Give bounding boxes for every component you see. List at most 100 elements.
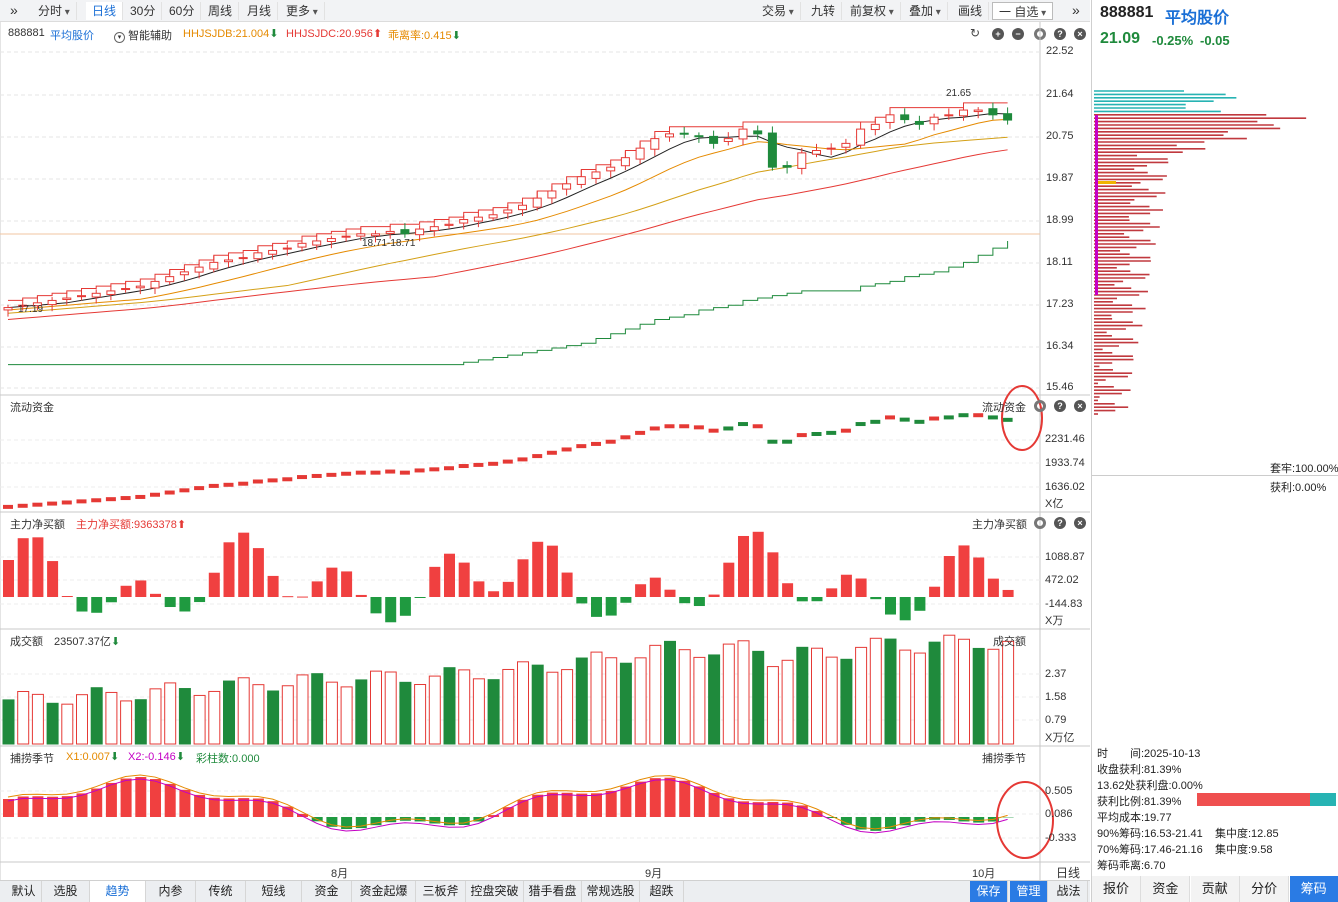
kline-chart-area[interactable] <box>0 0 1090 880</box>
net-bar <box>517 559 529 597</box>
strategy-tab[interactable]: 内参 <box>146 881 196 902</box>
candle-body <box>194 266 204 273</box>
close-icon[interactable]: × <box>1074 517 1086 529</box>
highlight-circle <box>1001 385 1043 451</box>
right-panel-tab[interactable]: 分价 <box>1240 876 1290 902</box>
chip-90-conc: 集中度:12.85 <box>1215 828 1279 840</box>
candle-body <box>47 299 57 306</box>
right-panel-tab[interactable]: 贡献 <box>1190 876 1240 902</box>
season-bar <box>3 799 14 817</box>
adjust-menu[interactable]: 前复权 <box>844 2 901 20</box>
season-pane-title-right: 捕捞季节 <box>982 753 1026 765</box>
quote-panel: 888881 平均股价 21.09 -0.25% -0.05 套牢:100.00… <box>1091 0 1338 902</box>
strategy-tab[interactable]: 猎手看盘 <box>524 881 582 902</box>
volume-bar <box>311 673 324 745</box>
tab-monthly[interactable]: 月线 <box>241 2 279 20</box>
volume-bar <box>869 637 882 745</box>
zoom-in-icon[interactable]: + <box>992 28 1004 40</box>
strategy-tab[interactable]: 常规选股 <box>582 881 640 902</box>
net-bar <box>811 597 823 602</box>
draw-line-button[interactable]: 画线 <box>952 2 990 20</box>
net-bar <box>473 581 485 597</box>
season-bar <box>723 798 735 817</box>
strategy-tab[interactable]: 趋势 <box>90 881 146 902</box>
strategy-tab[interactable]: 默认 <box>6 881 42 902</box>
help-icon[interactable]: ? <box>1054 400 1066 412</box>
candle-body <box>371 233 380 237</box>
nine-turn-button[interactable]: 九转 <box>805 2 843 20</box>
candle-body <box>723 138 733 142</box>
zoom-out-icon[interactable]: − <box>1012 28 1024 40</box>
net-tick: 1088.87 <box>1045 551 1085 563</box>
candle-body <box>650 138 660 150</box>
strategy-tab[interactable]: 超跌 <box>640 881 684 902</box>
chip-trapped: 套牢:100.00% <box>1270 463 1338 475</box>
season-bar <box>517 799 529 817</box>
candle-body <box>885 114 895 123</box>
volume-tick: 2.37 <box>1045 668 1067 680</box>
volume-bar <box>237 677 250 745</box>
watchlist-button[interactable]: 一 自选 <box>992 2 1054 20</box>
smart-assist-toggle[interactable]: ▾ 智能辅助 <box>114 27 172 43</box>
tab-intraday[interactable]: 分时 <box>32 2 77 20</box>
x1-label: X1:0.007⬇ <box>66 751 120 763</box>
net-bar <box>135 580 147 597</box>
tab-daily[interactable]: 日线 <box>86 2 124 20</box>
volume-bar <box>458 669 471 745</box>
right-panel-tab[interactable]: 报价 <box>1092 876 1141 902</box>
candle-body <box>179 271 189 276</box>
season-bar <box>120 778 132 817</box>
close-icon[interactable]: × <box>1074 400 1086 412</box>
strategy-tab[interactable]: 传统 <box>196 881 246 902</box>
candle-body <box>694 135 704 138</box>
gear-icon[interactable] <box>1034 517 1046 529</box>
more-menu[interactable]: 更多 <box>280 2 325 20</box>
strategy-tab[interactable]: 资金起爆 <box>352 881 416 902</box>
strategy-tab[interactable]: 选股 <box>42 881 90 902</box>
candle-body <box>782 165 792 168</box>
volume-bar <box>619 662 632 745</box>
candle-body <box>224 259 233 263</box>
action-button[interactable]: 管理 <box>1010 881 1048 902</box>
season-bar <box>179 789 191 817</box>
strategy-tab[interactable]: 控盘突破 <box>466 881 524 902</box>
volume-bar <box>90 687 103 745</box>
season-bar <box>370 817 382 826</box>
strategy-tab-bar: 默认 选股 趋势 内参 传统 短线 资金 资金起爆 三板斧 控盘突破 猎手看盘 常规选股 超跌 保存 管理战… <box>0 880 1090 902</box>
help-icon[interactable]: ? <box>1054 28 1066 40</box>
tab-30min[interactable]: 30分 <box>124 2 163 20</box>
net-bar <box>311 581 323 597</box>
strategy-tab[interactable]: 三板斧 <box>416 881 466 902</box>
volume-bar <box>46 702 59 745</box>
season-bar <box>91 788 103 817</box>
collapse-right-icon[interactable]: » <box>1072 2 1080 18</box>
strategy-tab[interactable]: 资金 <box>302 881 352 902</box>
season-bar <box>605 790 617 817</box>
candle-body <box>576 176 586 185</box>
right-panel-tab[interactable]: 筹码 <box>1289 876 1338 902</box>
tab-60min[interactable]: 60分 <box>163 2 202 20</box>
candle-body <box>973 109 983 113</box>
help-icon[interactable]: ? <box>1054 517 1066 529</box>
net-bar <box>826 588 838 597</box>
refresh-icon[interactable]: ↻ <box>970 26 981 40</box>
x2-label: X2:-0.146⬇ <box>128 751 185 763</box>
chip-avg-cost: 平均成本:19.77 <box>1097 812 1172 824</box>
action-button[interactable]: 战法 <box>1050 881 1088 902</box>
right-panel-tab[interactable]: 资金 <box>1141 876 1191 902</box>
net-bar <box>605 597 617 616</box>
trade-menu[interactable]: 交易 <box>756 2 801 20</box>
strategy-tab[interactable]: 短线 <box>246 881 302 902</box>
net-bar <box>76 597 88 612</box>
close-icon[interactable]: × <box>1074 28 1086 40</box>
gear-icon[interactable] <box>1034 400 1046 412</box>
candle-body <box>679 132 689 135</box>
season-pane-title: 捕捞季节 <box>10 753 54 765</box>
tab-weekly[interactable]: 周线 <box>202 2 240 20</box>
collapse-left-icon[interactable]: » <box>10 2 18 18</box>
action-button[interactable]: 保存 <box>970 881 1008 902</box>
season-bar <box>429 817 441 824</box>
net-bar <box>870 597 882 600</box>
season-bar <box>282 806 294 817</box>
overlay-menu[interactable]: 叠加 <box>903 2 948 20</box>
